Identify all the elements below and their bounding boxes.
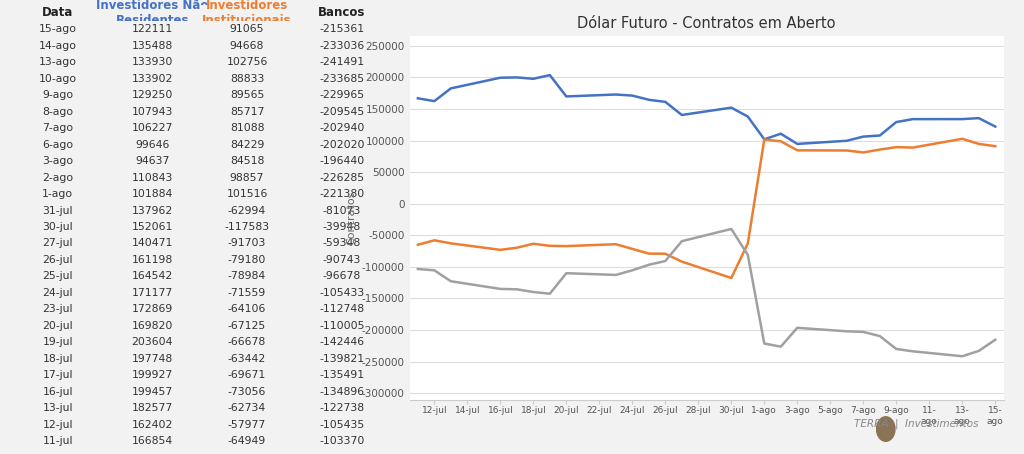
- Title: Dólar Futuro - Contratos em Aberto: Dólar Futuro - Contratos em Aberto: [578, 16, 836, 31]
- Text: TERRA  |  Investimentos: TERRA | Investimentos: [854, 419, 979, 429]
- Y-axis label: Contratos: Contratos: [346, 191, 356, 245]
- Circle shape: [877, 417, 895, 441]
